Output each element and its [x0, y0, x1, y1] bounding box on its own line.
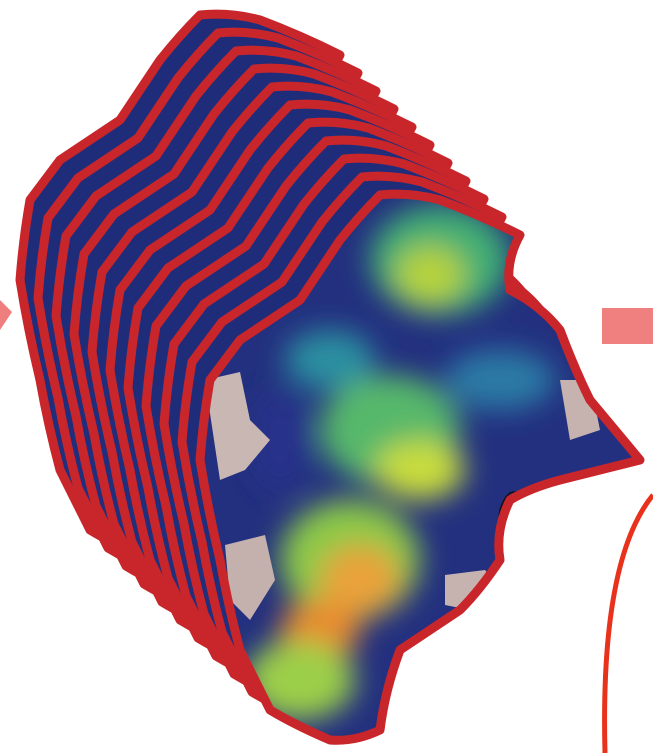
figure	[0, 0, 653, 753]
page: {} html, body { margin: 0; padding: 0; w…	[0, 0, 653, 753]
arrow	[602, 308, 653, 344]
page-body: (() => { const data = JSON.parse(documen…	[0, 0, 653, 753]
circle-arc	[605, 495, 653, 753]
arrow-fragment	[0, 300, 12, 330]
